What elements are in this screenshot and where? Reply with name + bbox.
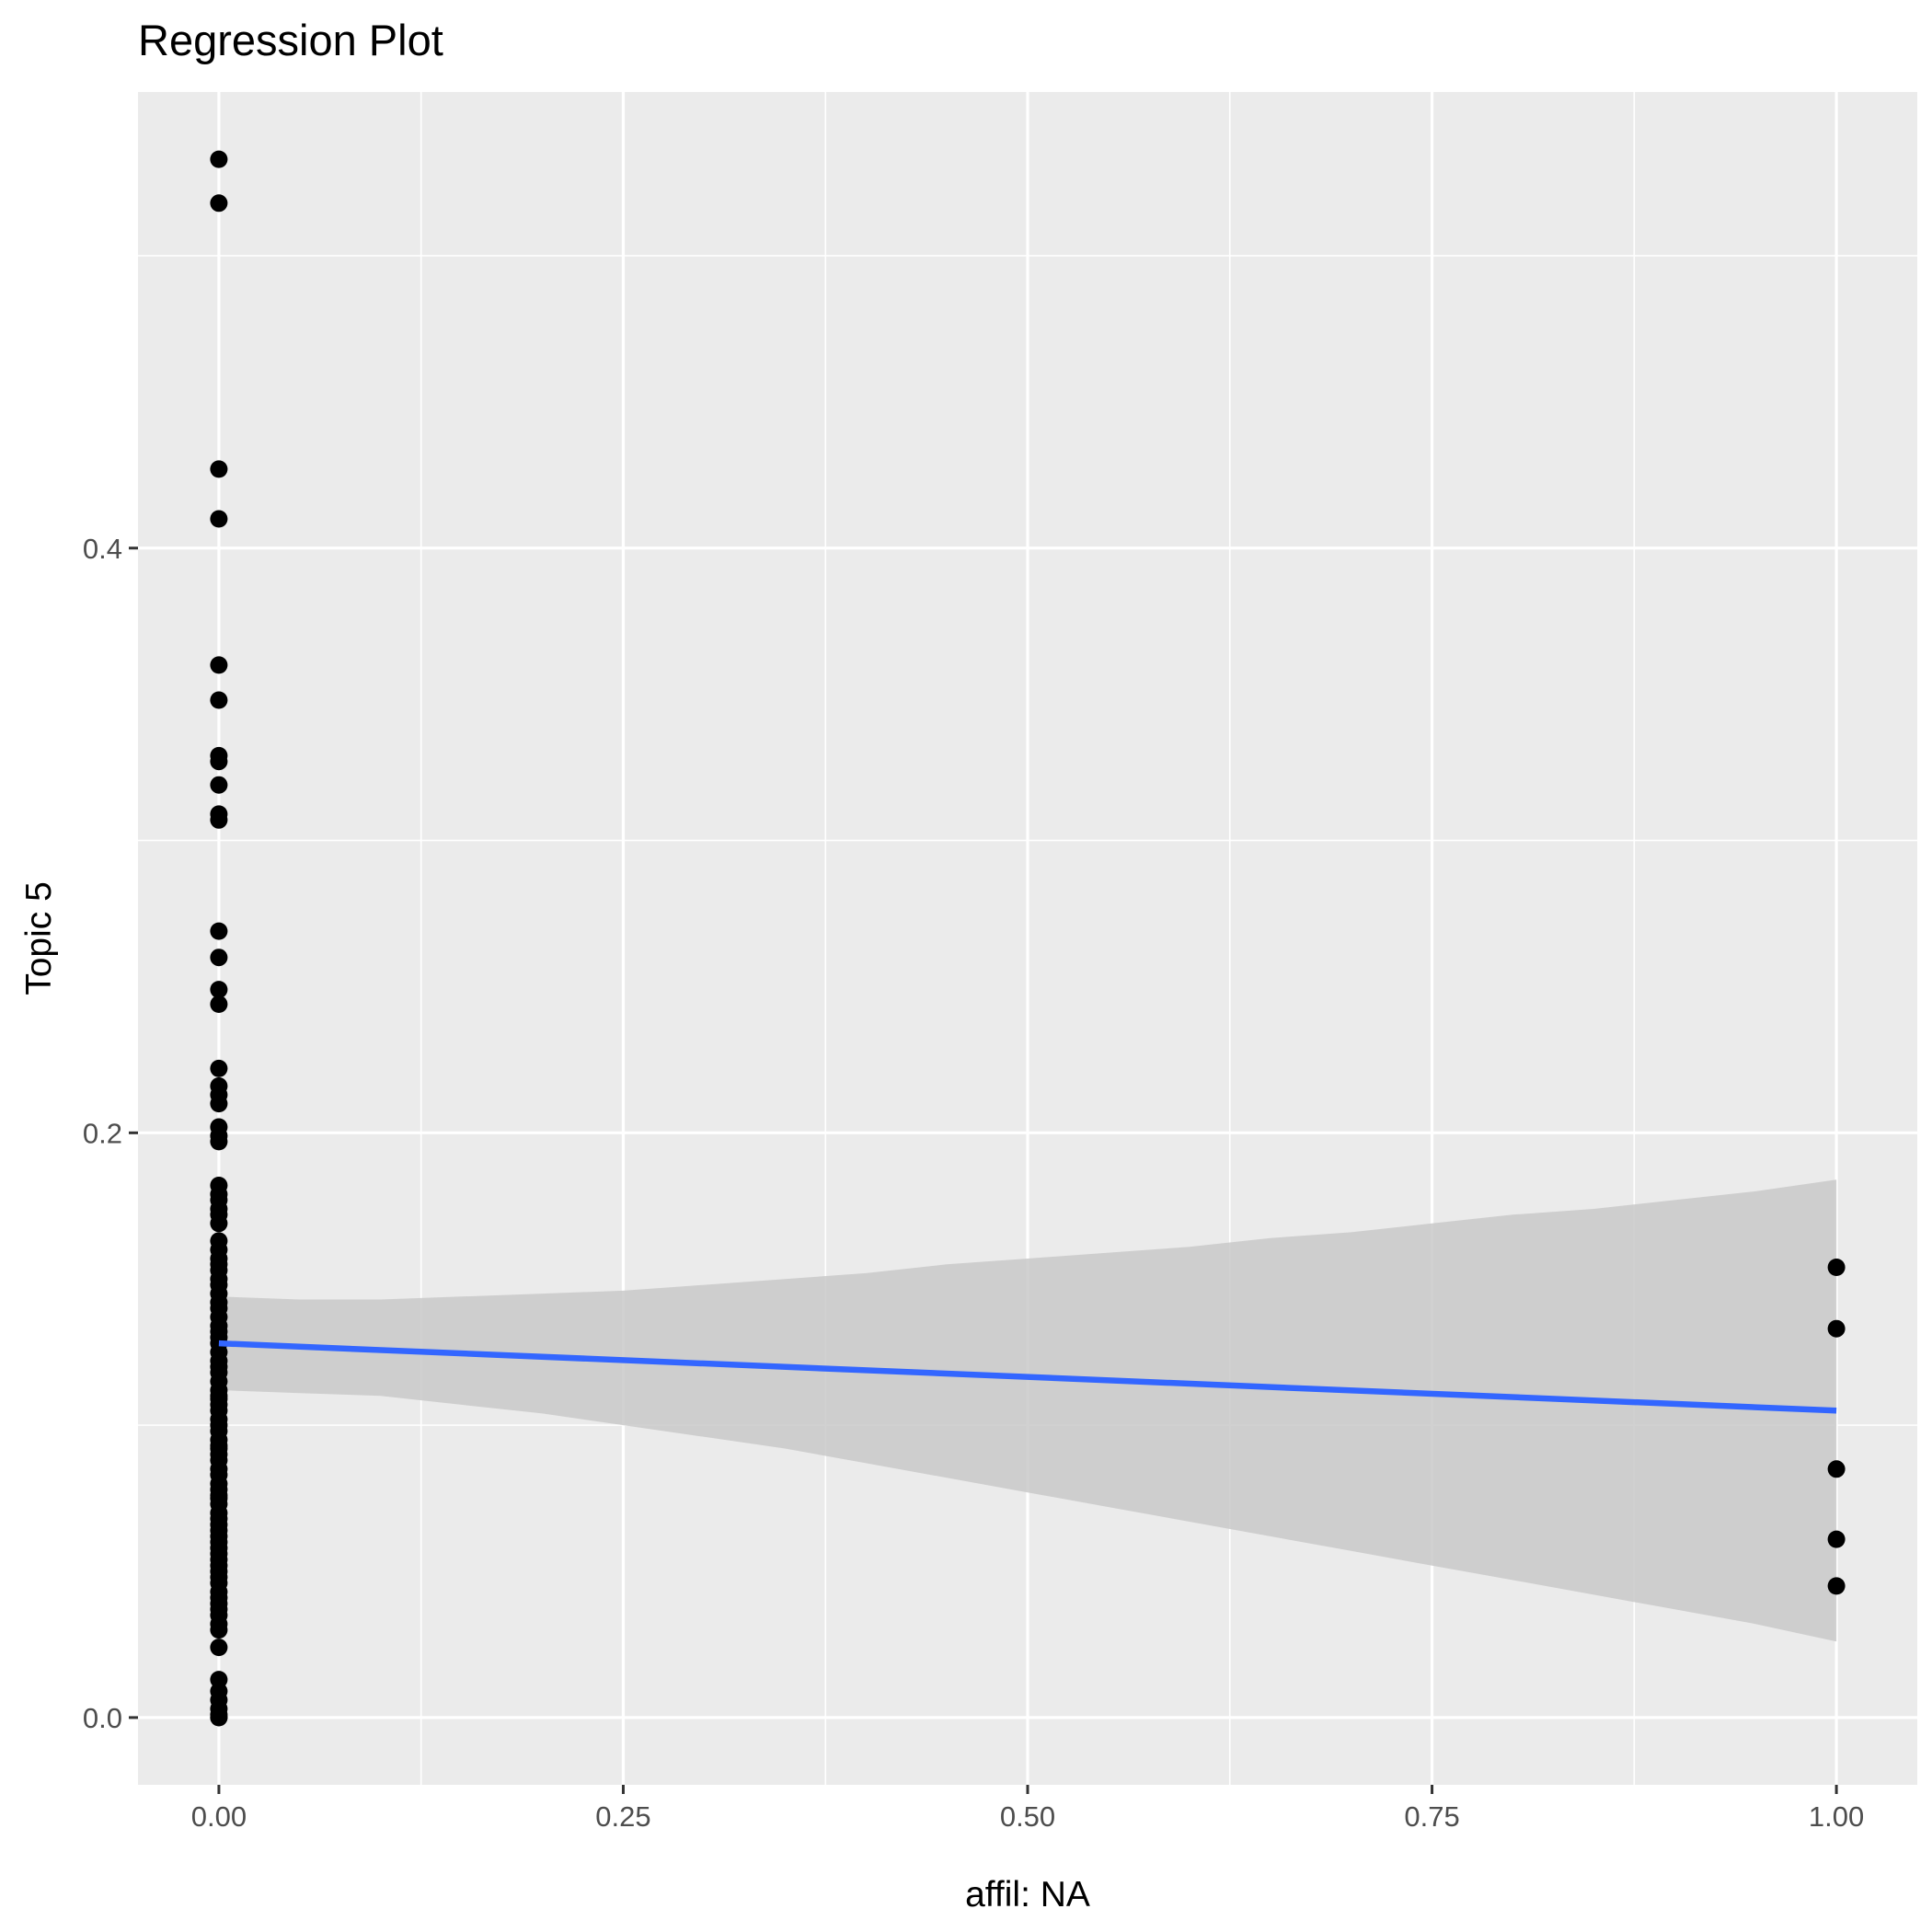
data-point <box>210 949 228 967</box>
data-point <box>210 1059 228 1077</box>
x-tick-label: 1.00 <box>1809 1800 1864 1833</box>
data-point <box>1827 1577 1846 1595</box>
data-point <box>210 150 228 168</box>
data-point <box>210 995 228 1013</box>
data-point <box>1827 1460 1846 1478</box>
y-tick-label: 0.4 <box>83 533 122 565</box>
x-tick-label: 0.25 <box>595 1800 650 1833</box>
chart-title: Regression Plot <box>138 16 443 64</box>
confidence-band <box>218 1179 1837 1642</box>
x-tick-label: 0.75 <box>1404 1800 1459 1833</box>
data-point <box>210 922 228 940</box>
data-point <box>210 981 228 999</box>
y-tick-label: 0.0 <box>83 1702 122 1734</box>
data-point <box>210 776 228 794</box>
data-point <box>210 811 228 829</box>
confidence-band-area <box>218 1179 1837 1642</box>
data-point <box>210 510 228 528</box>
data-point <box>210 656 228 674</box>
x-axis: 0.00 0.25 0.50 0.75 1.00 <box>191 1785 1864 1833</box>
data-point <box>210 1639 228 1657</box>
data-point <box>210 460 228 478</box>
data-point <box>210 1708 228 1727</box>
data-point <box>1827 1530 1846 1548</box>
data-point <box>210 1095 228 1113</box>
y-axis: 0.0 0.2 0.4 <box>83 533 138 1734</box>
data-point <box>210 753 228 771</box>
data-point <box>1827 1319 1846 1338</box>
data-point <box>210 1621 228 1639</box>
data-point <box>210 691 228 709</box>
data-point <box>1827 1259 1846 1276</box>
x-axis-title: affil: NA <box>965 1875 1090 1915</box>
data-points <box>210 150 1846 1727</box>
data-point <box>210 194 228 213</box>
y-axis-title: Topic 5 <box>19 881 59 995</box>
regression-line <box>218 1340 1837 1414</box>
regression-line-group <box>218 1340 1837 1414</box>
x-tick-label: 0.50 <box>1000 1800 1055 1833</box>
data-point <box>210 1133 228 1151</box>
y-tick-label: 0.2 <box>83 1117 122 1149</box>
x-tick-label: 0.00 <box>191 1800 247 1833</box>
data-point <box>210 1214 228 1233</box>
